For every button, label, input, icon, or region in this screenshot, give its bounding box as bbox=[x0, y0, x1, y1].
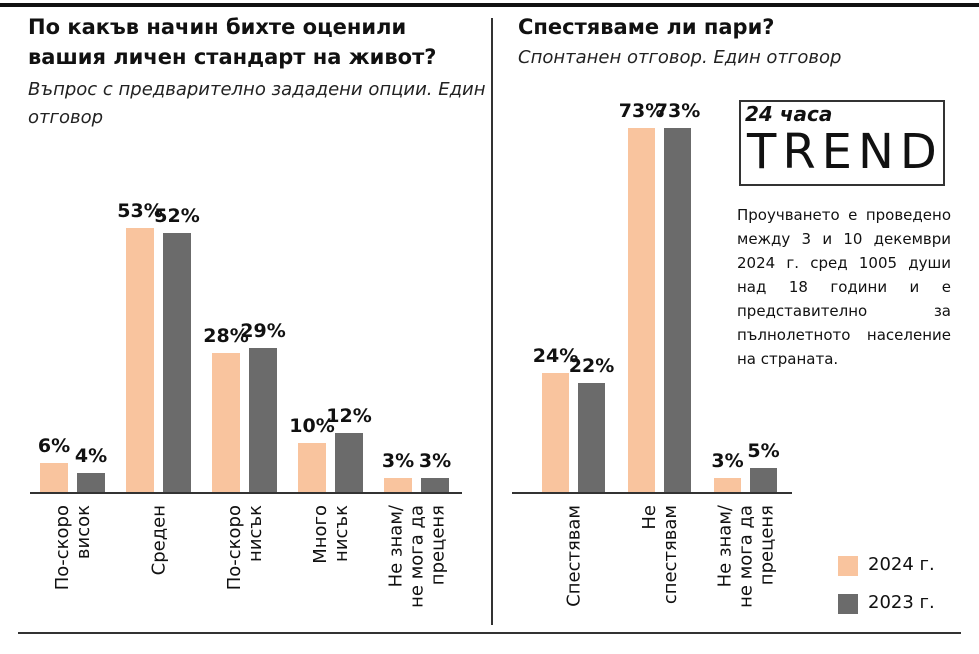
x-axis bbox=[30, 492, 462, 494]
bar bbox=[40, 463, 68, 493]
x-tick-label: Не спестявам bbox=[638, 505, 681, 605]
top-rule bbox=[0, 3, 979, 7]
bar bbox=[212, 353, 240, 493]
bar bbox=[750, 468, 777, 493]
value-label: 22% bbox=[568, 355, 615, 377]
bar bbox=[77, 473, 105, 493]
x-axis bbox=[512, 492, 792, 494]
bar bbox=[163, 233, 191, 493]
bar bbox=[249, 348, 277, 493]
legend-label: 2024 г. bbox=[868, 554, 935, 575]
x-tick-label: Не знам/ не мога да преценя bbox=[385, 505, 448, 608]
bar bbox=[542, 373, 569, 493]
value-label: 5% bbox=[747, 440, 780, 462]
value-label: 6% bbox=[37, 435, 71, 457]
value-label: 28% bbox=[203, 325, 249, 347]
value-label: 3% bbox=[381, 450, 415, 472]
logo: 24 часа TREND bbox=[739, 100, 945, 186]
x-tick-label: По-скоро нисък bbox=[223, 505, 266, 591]
x-tick-label: Среден bbox=[148, 505, 169, 576]
bar bbox=[578, 383, 605, 493]
logo-top: 24 часа bbox=[745, 102, 833, 126]
bar bbox=[384, 478, 412, 493]
chart-title: Спестяваме ли пари? bbox=[518, 15, 775, 39]
bar bbox=[628, 128, 655, 493]
note: Проучването е проведено между 3 и 10 дек… bbox=[737, 206, 951, 368]
bar bbox=[714, 478, 741, 493]
bottom-rule bbox=[18, 632, 961, 634]
value-label: 73% bbox=[654, 100, 701, 122]
value-label: 4% bbox=[74, 445, 108, 467]
chart-subtitle: Спонтанен отговор. Един отговор bbox=[518, 47, 842, 68]
divider bbox=[491, 18, 493, 625]
x-tick-label: Спестявам bbox=[563, 505, 584, 607]
bar bbox=[421, 478, 449, 493]
value-label: 10% bbox=[289, 415, 335, 437]
value-label: 29% bbox=[240, 320, 286, 342]
legend-swatch bbox=[838, 556, 858, 576]
chart-title: По какъв начин бихте оценили вашия личен… bbox=[28, 15, 437, 69]
value-label: 73% bbox=[618, 100, 665, 122]
bar bbox=[126, 228, 154, 493]
logo-main: TREND bbox=[747, 124, 943, 180]
legend-swatch bbox=[838, 594, 858, 614]
bar bbox=[335, 433, 363, 493]
bar bbox=[664, 128, 691, 493]
x-tick-label: По-скоро висок bbox=[51, 505, 94, 591]
value-label: 3% bbox=[418, 450, 452, 472]
legend-label: 2023 г. bbox=[868, 592, 935, 613]
value-label: 24% bbox=[532, 345, 579, 367]
value-label: 53% bbox=[117, 200, 163, 222]
x-tick-label: Не знам/ не мога да преценя bbox=[714, 505, 777, 608]
x-tick-label: Много нисък bbox=[309, 505, 352, 564]
value-label: 3% bbox=[711, 450, 744, 472]
value-label: 12% bbox=[326, 405, 372, 427]
bar bbox=[298, 443, 326, 493]
chart-subtitle: Въпрос с предварително зададени опции. Е… bbox=[28, 79, 486, 128]
value-label: 52% bbox=[154, 205, 200, 227]
